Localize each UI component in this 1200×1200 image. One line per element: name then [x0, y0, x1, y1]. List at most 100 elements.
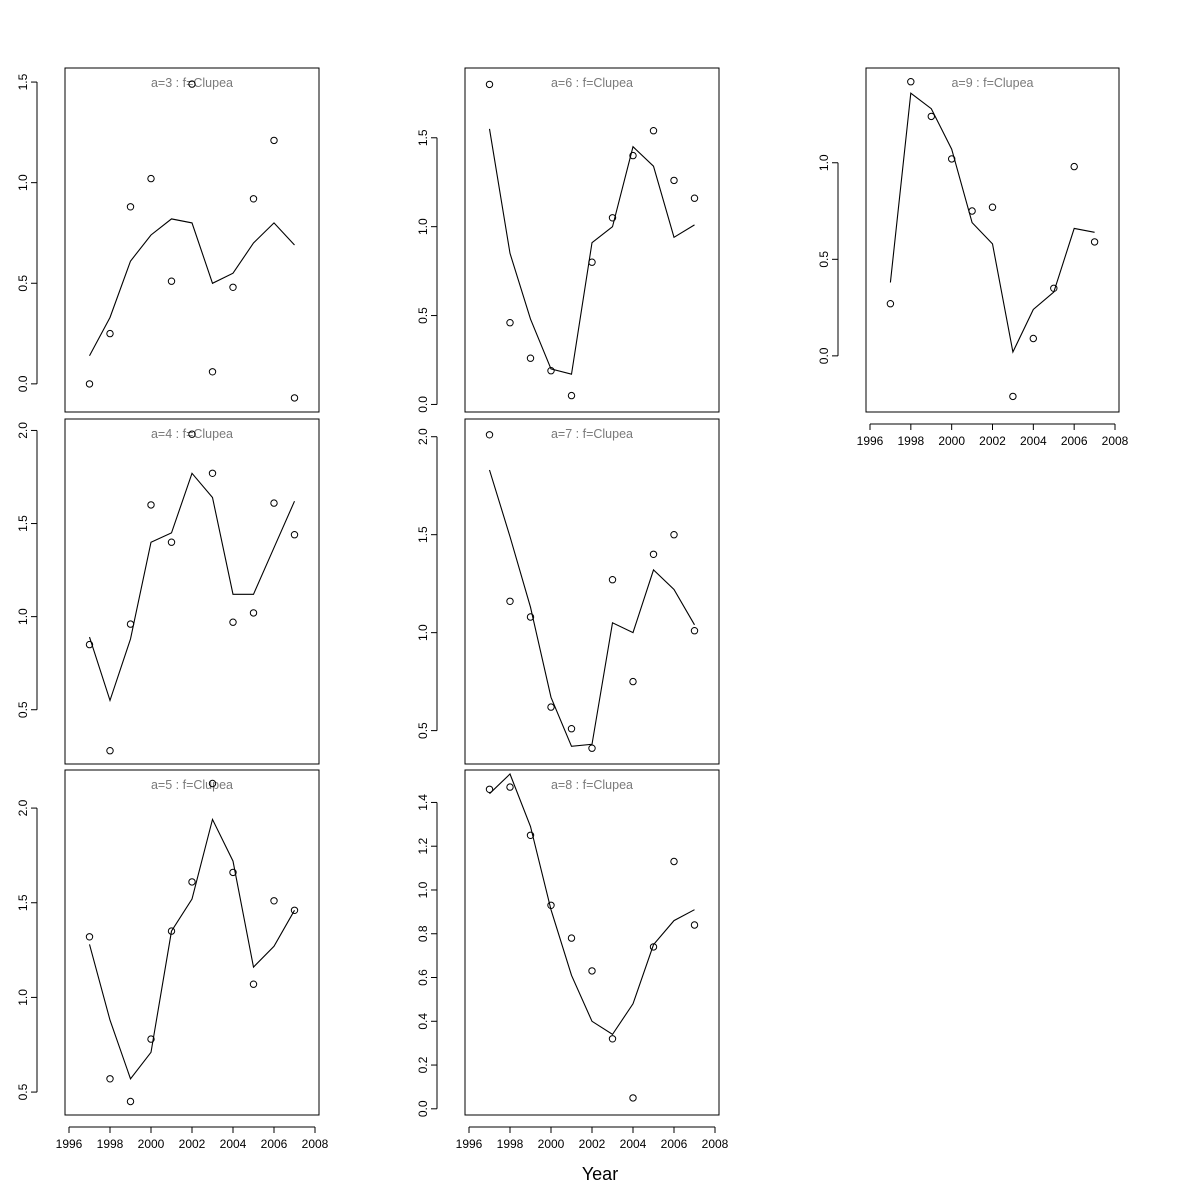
observed-point	[249, 195, 258, 203]
y-tick-label: 0.0	[416, 1100, 430, 1117]
observed-point	[229, 618, 237, 626]
observed-point	[948, 155, 956, 163]
observed-point	[506, 597, 514, 605]
observed-point	[608, 576, 617, 584]
observed-point	[188, 878, 196, 886]
observed-point	[649, 127, 658, 135]
y-tick-label: 0.0	[16, 375, 30, 392]
y-tick-label: 0.5	[416, 722, 430, 739]
fitted-line	[489, 773, 695, 1036]
observed-point	[1090, 238, 1099, 246]
observed-point	[249, 609, 258, 617]
observed-point	[147, 174, 155, 183]
panel-title: a=5 : f=Clupea	[151, 778, 233, 792]
observed-point	[270, 136, 278, 145]
y-tick-label: 1.0	[16, 608, 30, 625]
y-tick-label: 1.2	[416, 838, 430, 855]
fitted-line	[889, 92, 1095, 354]
observed-point	[106, 747, 114, 755]
observed-point	[907, 78, 915, 86]
x-tick-label: 1996	[56, 1137, 83, 1151]
observed-point	[526, 354, 535, 362]
observed-point	[988, 203, 997, 211]
observed-point	[506, 319, 514, 327]
y-tick-label: 1.5	[16, 515, 30, 532]
observed-point	[506, 783, 514, 791]
x-tick-label: 2000	[938, 434, 965, 448]
panel-frame	[64, 418, 320, 765]
panel-7: a=9 : f=Clupea 0.0 0.5 1.0 1996 1998 2000 2002 2…	[817, 67, 1129, 448]
panel-title: a=9 : f=Clupea	[951, 76, 1033, 90]
panel-frame	[464, 418, 720, 765]
observed-point	[270, 897, 278, 905]
y-tick-label: 2.0	[416, 428, 430, 445]
observed-point	[526, 831, 535, 839]
y-tick-label: 1.0	[16, 989, 30, 1006]
observed-point	[927, 112, 935, 121]
x-tick-label: 2008	[302, 1137, 329, 1151]
x-tick-label: 2002	[979, 434, 1006, 448]
panel-frame	[64, 67, 320, 413]
y-tick-label: 1.5	[416, 526, 430, 543]
observed-point	[608, 1035, 617, 1043]
x-tick-label: 2006	[261, 1137, 288, 1151]
observed-point	[547, 367, 555, 375]
observed-point	[147, 1035, 155, 1043]
y-tick-label: 1.5	[416, 129, 430, 146]
observed-point	[567, 391, 576, 400]
observed-point	[485, 431, 494, 439]
observed-point	[547, 703, 555, 711]
panel-title: a=3 : f=Clupea	[151, 76, 233, 90]
x-tick-label: 2006	[1061, 434, 1088, 448]
x-tick-label: 2004	[220, 1137, 247, 1151]
panel-frame	[865, 67, 1120, 413]
observed-point	[588, 258, 596, 266]
x-tick-label: 2000	[538, 1137, 565, 1151]
x-tick-label: 1998	[497, 1137, 524, 1151]
observed-point	[547, 901, 555, 909]
y-tick-label: 0.5	[817, 251, 831, 268]
y-tick-label: 0.4	[416, 1013, 430, 1030]
panel-4: a=6 : f=Clupea 0.0 0.5 1.0 1.5	[416, 67, 720, 413]
panel-frame	[464, 67, 720, 413]
observed-point	[85, 640, 94, 649]
observed-point	[629, 151, 637, 160]
observed-point	[690, 921, 699, 929]
y-tick-label: 0.0	[817, 347, 831, 364]
observed-point	[588, 744, 596, 752]
observed-point	[649, 550, 658, 558]
panel-6: a=8 : f=Clupea 0.0 0.2 0.4 0.6 0.8 1.0 1.2 1.4 19…	[416, 769, 729, 1151]
observed-point	[126, 1097, 135, 1106]
y-tick-label: 0.5	[416, 307, 430, 324]
observed-point	[85, 933, 94, 941]
observed-point	[1009, 392, 1017, 401]
panel-frame	[464, 769, 720, 1116]
observed-point	[167, 277, 176, 285]
y-tick-label: 0.6	[416, 969, 430, 986]
observed-point	[690, 194, 699, 202]
observed-point	[1070, 162, 1078, 171]
observed-point	[208, 469, 217, 477]
observed-point	[290, 531, 299, 539]
observed-point	[670, 531, 678, 539]
observed-point	[567, 934, 576, 942]
y-tick-label: 1.4	[416, 794, 430, 811]
observed-point	[485, 80, 494, 89]
x-tick-label: 2002	[179, 1137, 206, 1151]
x-tick-label: 1998	[97, 1137, 124, 1151]
observed-point	[629, 677, 637, 686]
observed-point	[249, 980, 258, 988]
y-tick-label: 0.5	[16, 275, 30, 292]
fitted-line	[88, 817, 295, 1080]
observed-point	[229, 868, 237, 877]
observed-point	[229, 283, 237, 291]
observed-point	[147, 501, 155, 509]
fitted-line	[89, 218, 295, 356]
observed-point	[126, 203, 135, 211]
y-tick-label: 1.0	[416, 624, 430, 641]
y-tick-label: 2.0	[16, 422, 30, 439]
observed-point	[188, 430, 196, 438]
panel-title: a=6 : f=Clupea	[551, 76, 633, 90]
